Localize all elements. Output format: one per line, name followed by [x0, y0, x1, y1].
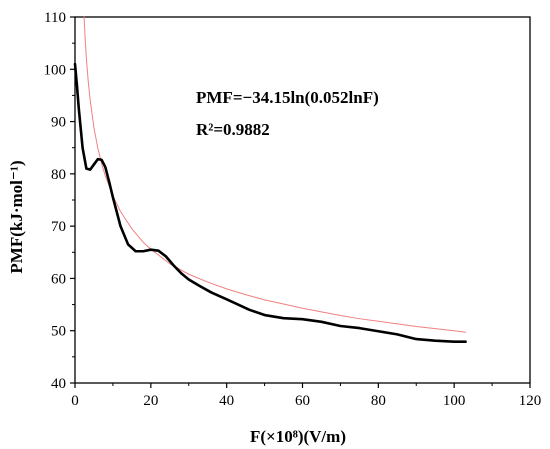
x-axis: 0 20 40 60 80 100 120 — [71, 383, 541, 409]
x-tick-label: 60 — [295, 393, 310, 409]
pmf-data-line — [73, 62, 467, 343]
y-tick-label: 110 — [44, 10, 66, 26]
x-tick-label: 40 — [219, 393, 234, 409]
y-tick-label: 40 — [51, 376, 66, 392]
y-tick-label: 100 — [44, 62, 67, 78]
y-tick-label: 70 — [51, 219, 66, 235]
plot-frame — [74, 16, 531, 384]
annotation-r-squared: R²=0.9882 — [196, 120, 270, 139]
y-tick-label: 90 — [51, 115, 66, 131]
x-axis-title: F(×10⁸)(V/m) — [250, 427, 346, 446]
y-tick-label: 50 — [51, 324, 66, 340]
series-layer — [73, 16, 467, 343]
x-tick-label: 0 — [71, 393, 79, 409]
y-axis: 40 50 60 70 80 90 100 110 — [44, 10, 75, 392]
x-tick-label: 80 — [371, 393, 386, 409]
fit-curve-line — [83, 16, 467, 333]
x-tick-label: 20 — [143, 393, 158, 409]
y-axis-title: PMF(kJ·mol⁻¹) — [7, 160, 26, 273]
x-tick-label: 120 — [519, 393, 542, 409]
y-tick-label: 80 — [51, 167, 66, 183]
y-tick-label: 60 — [51, 271, 66, 287]
plot-border — [74, 16, 531, 384]
x-tick-label: 100 — [443, 393, 466, 409]
annotation-equation: PMF=−34.15ln(0.052lnF) — [196, 88, 379, 107]
